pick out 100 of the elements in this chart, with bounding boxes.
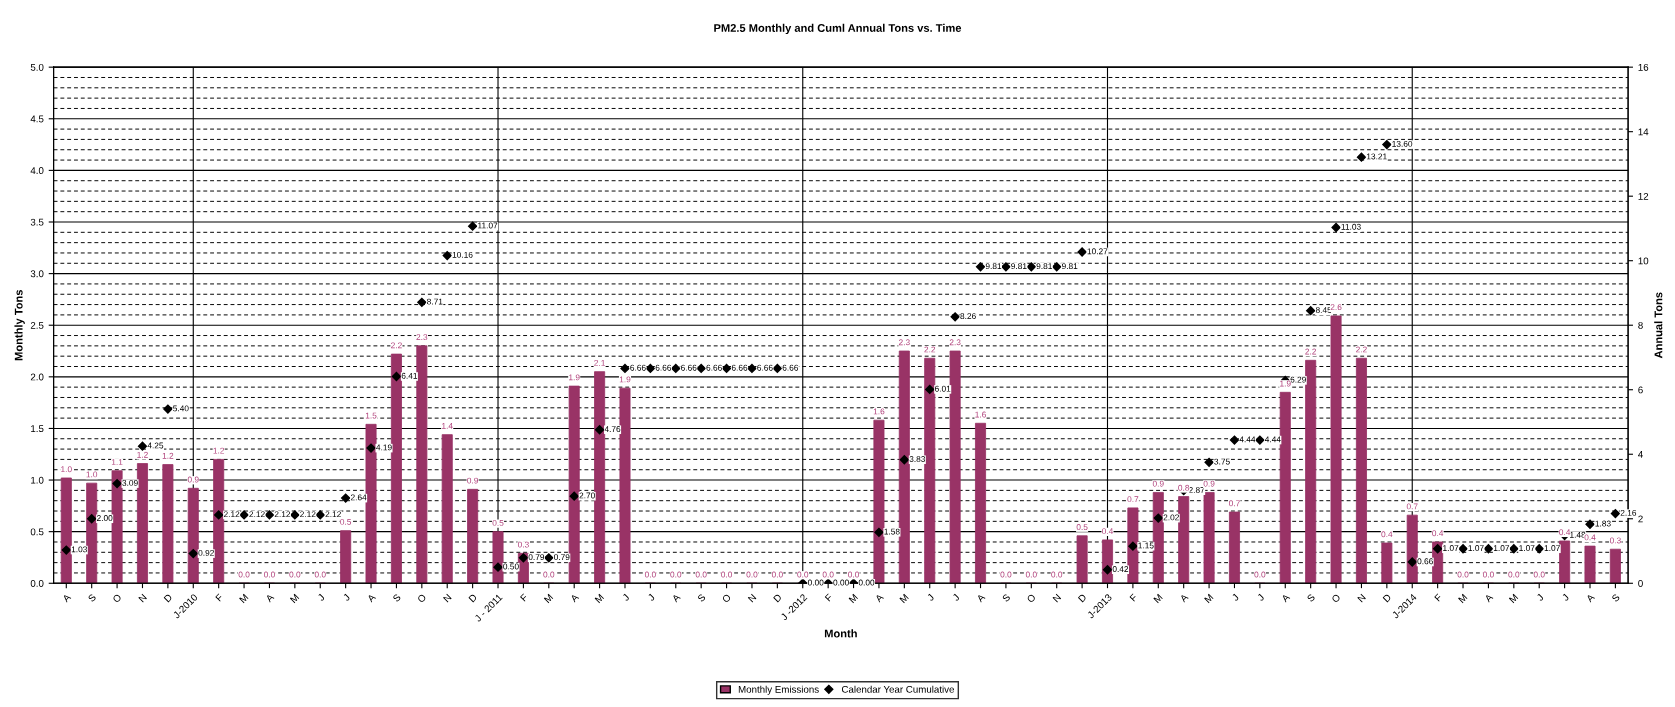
- data-label: 1.2: [213, 447, 225, 454]
- x-tick-label: J: [342, 593, 351, 602]
- x-tick-label: N: [1357, 593, 1366, 603]
- data-label: 2.2: [1305, 348, 1317, 355]
- data-label: 0.0: [1457, 571, 1469, 578]
- data-label: 1.83: [1595, 520, 1611, 527]
- y-tick-label: 4.5: [30, 115, 44, 123]
- data-label: 0.9: [1203, 480, 1215, 487]
- chart-title: PM2.5 Monthly and Cuml Annual Tons vs. Time: [714, 23, 962, 35]
- data-label: 8.71: [427, 298, 443, 305]
- data-label: 10.27: [1087, 248, 1108, 255]
- x-tick-label: F: [1129, 593, 1138, 602]
- data-label: 2.6: [1330, 304, 1342, 311]
- data-label: 0.8: [1178, 484, 1190, 491]
- data-label: 2.87: [1188, 487, 1205, 493]
- data-label: 1.0: [61, 466, 72, 473]
- data-label: 8.26: [960, 313, 976, 320]
- y-tick-label: 5.0: [30, 63, 44, 71]
- data-label: 0.00: [858, 579, 875, 586]
- data-label: 2.70: [579, 492, 595, 499]
- x-tick-label: N: [747, 593, 757, 603]
- y-tick-label: 0.0: [30, 580, 44, 587]
- data-label: 2.3: [416, 334, 428, 341]
- x-tick-label: N: [443, 593, 452, 603]
- data-label: 5.40: [173, 405, 189, 412]
- x-tick-label: M: [848, 593, 858, 604]
- data-label: 1.5: [365, 412, 377, 419]
- data-label: 0.0: [644, 571, 656, 578]
- data-label: 0.0: [797, 571, 809, 578]
- data-label: 0.0: [1000, 571, 1012, 578]
- data-label: 1.07: [1544, 545, 1560, 551]
- data-label: 0.0: [314, 571, 326, 578]
- data-label: 3.09: [122, 479, 138, 486]
- y-tick-label: 1.5: [31, 425, 44, 433]
- data-label: 0.0: [670, 571, 682, 578]
- data-label: 1.07: [1443, 545, 1459, 551]
- x-tick-label: J: [952, 593, 960, 602]
- x-tick-label: M: [239, 593, 249, 604]
- data-label: 0.0: [543, 571, 555, 578]
- x-tick-label: O: [1331, 593, 1341, 604]
- x-tick-label: J: [926, 593, 935, 602]
- x-tick-label: J: [1561, 593, 1570, 602]
- data-label: 1.9: [1280, 380, 1291, 387]
- y2-tick-label: 12: [1638, 192, 1649, 200]
- x-tick-label: A: [569, 593, 580, 603]
- data-label: 0.0: [695, 571, 707, 578]
- x-tick-label: O: [721, 593, 732, 604]
- data-label: 6.66: [655, 364, 672, 371]
- data-label: 0.4: [1584, 534, 1596, 541]
- data-label: 1.03: [71, 546, 88, 553]
- x-tick-label: M: [594, 593, 605, 604]
- x-tick-label: F: [215, 593, 224, 602]
- data-label: 0.50: [503, 563, 519, 570]
- data-label: 2.64: [350, 494, 367, 501]
- x-tick-label: A: [874, 593, 884, 603]
- data-label: 2.12: [325, 511, 341, 518]
- data-label: 0.5: [492, 519, 504, 526]
- y2-tick-label: 4: [1638, 451, 1643, 458]
- x-tick-label: F: [824, 593, 833, 602]
- data-label: 1.4: [442, 423, 453, 429]
- data-label: 1.2: [137, 451, 148, 458]
- y-axis-title: Monthly Tons: [14, 289, 25, 361]
- data-label: 0.4: [1559, 529, 1571, 536]
- x-tick-label: A: [671, 593, 681, 603]
- data-label: 2.16: [1620, 509, 1637, 516]
- data-label: 0.79: [528, 554, 545, 561]
- data-label: 0.0: [238, 571, 250, 578]
- x-tick-label: S: [1001, 593, 1011, 603]
- data-label: 2.2: [924, 346, 936, 353]
- x-tick-label: A: [1484, 593, 1494, 603]
- data-label: 0.9: [1152, 480, 1164, 487]
- y2-tick-label: 0: [1638, 580, 1643, 587]
- x-tick-label: A: [1179, 593, 1189, 603]
- data-label: 4.44: [1264, 436, 1281, 443]
- x-tick-label: D: [468, 593, 478, 603]
- y2-tick-label: 6: [1638, 386, 1643, 394]
- data-label: 0.9: [467, 477, 479, 484]
- data-label: 3.75: [1214, 458, 1230, 465]
- data-label: 0.0: [1025, 571, 1037, 578]
- data-label: 6.66: [681, 364, 697, 371]
- x-tick-label: M: [289, 593, 300, 604]
- data-label: 1.07: [1493, 545, 1510, 551]
- x-tick-label: A: [1280, 593, 1291, 603]
- data-label: 1.58: [884, 528, 900, 535]
- legend-label: Monthly Emissions: [738, 685, 819, 695]
- legend-label: Calendar Year Cumulative: [841, 685, 954, 693]
- y-tick-label: 4.0: [30, 167, 44, 175]
- x-tick-label: O: [1026, 593, 1037, 604]
- x-tick-label: A: [61, 593, 72, 603]
- y-tick-label: 2.5: [30, 321, 44, 329]
- data-label: 0.0: [289, 571, 301, 578]
- x-tick-label: J: [1231, 593, 1240, 602]
- x-tick-label: A: [1585, 593, 1595, 603]
- data-label: 6.66: [706, 364, 722, 371]
- x-tick-label: M: [899, 593, 909, 604]
- y2-tick-label: 8: [1638, 321, 1643, 329]
- data-label: 2.00: [96, 515, 113, 521]
- data-label: 2.12: [223, 511, 240, 518]
- data-label: 11.07: [478, 222, 498, 229]
- data-label: 0.66: [1417, 558, 1433, 565]
